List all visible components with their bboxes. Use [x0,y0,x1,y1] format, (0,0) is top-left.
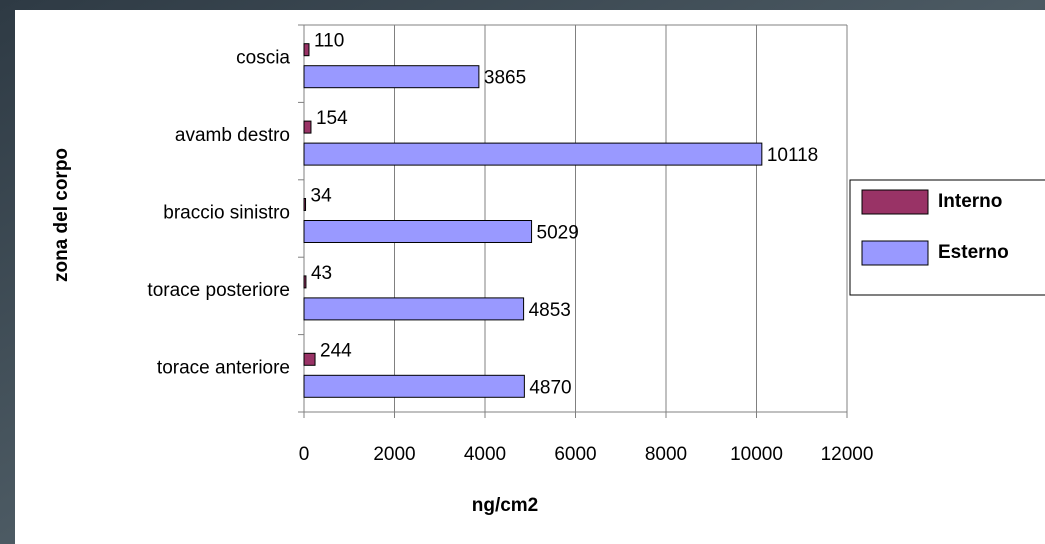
value-label: 5029 [537,223,579,244]
y-tick-label: avamb destro [175,125,290,146]
bar [303,352,316,366]
bar [303,220,533,243]
x-tick-label: 4000 [464,444,506,465]
y-tick-label: coscia [236,48,290,69]
x-tick-label: 12000 [821,444,874,465]
value-label: 3865 [484,68,526,89]
value-label: 43 [311,263,332,284]
bar [303,120,312,134]
value-label: 4870 [529,377,571,398]
value-label: 110 [314,31,344,52]
value-label: 34 [311,186,333,207]
y-tick-label: braccio sinistro [163,203,290,224]
x-tick-label: 2000 [373,444,415,465]
legend-swatch [861,189,929,215]
legend-label: Esterno [938,242,1009,263]
x-tick-label: 0 [299,444,310,465]
value-label: 154 [316,108,348,129]
bar [303,374,525,398]
value-label: 244 [320,340,352,361]
y-tick-label: torace anteriore [157,357,290,378]
bar [303,198,307,211]
bar [303,297,525,321]
value-label: 10118 [767,145,818,166]
y-axis-label: zona del corpo [51,148,72,282]
bar [303,43,310,57]
x-tick-label: 10000 [730,444,783,465]
bar [303,65,480,89]
value-label: 4853 [529,300,571,321]
x-tick-label: 6000 [554,444,596,465]
legend-swatch [861,240,929,266]
bar [303,142,763,166]
y-tick-label: torace posteriore [147,280,290,301]
x-tick-label: 8000 [645,444,687,465]
legend-label: Interno [938,191,1002,212]
bar [303,275,307,289]
x-axis-label: ng/cm2 [472,495,539,516]
